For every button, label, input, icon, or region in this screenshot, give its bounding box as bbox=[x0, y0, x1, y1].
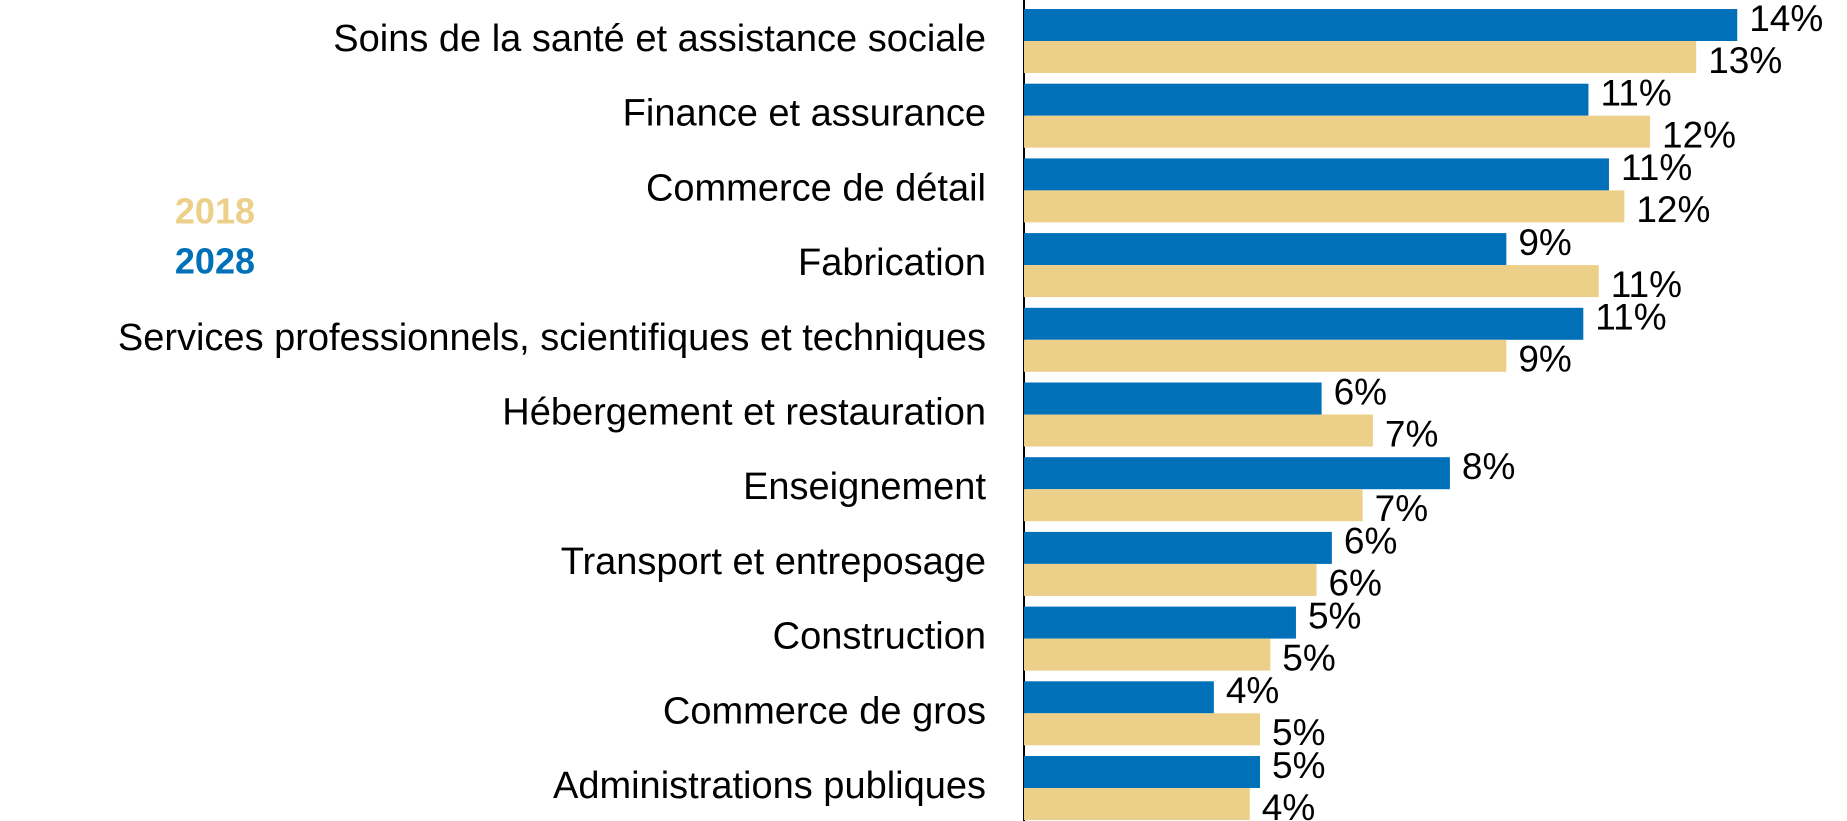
bar bbox=[1024, 489, 1363, 522]
bar bbox=[1024, 531, 1332, 564]
bar bbox=[1024, 339, 1507, 372]
value-label: 6% bbox=[1328, 563, 1381, 604]
bar bbox=[1024, 41, 1697, 73]
value-label: 5% bbox=[1272, 745, 1325, 786]
bar bbox=[1024, 83, 1589, 116]
legend-entry: 2018 bbox=[175, 191, 255, 232]
value-label: 5% bbox=[1282, 637, 1335, 678]
bar bbox=[1024, 265, 1599, 298]
category-label: Services professionnels, scientifiques e… bbox=[118, 317, 986, 359]
value-label: 5% bbox=[1272, 712, 1325, 753]
bar bbox=[1024, 382, 1322, 415]
bar bbox=[1024, 457, 1450, 490]
bar bbox=[1024, 9, 1738, 41]
value-label: 12% bbox=[1636, 189, 1710, 230]
category-label: Administrations publiques bbox=[553, 765, 986, 807]
bar bbox=[1024, 713, 1261, 746]
bar bbox=[1024, 190, 1625, 223]
category-label: Hébergement et restauration bbox=[502, 392, 986, 434]
value-label: 9% bbox=[1518, 222, 1571, 263]
legend-entry: 2028 bbox=[175, 241, 255, 282]
bar bbox=[1024, 158, 1609, 191]
value-label: 11% bbox=[1621, 147, 1692, 188]
value-label: 6% bbox=[1334, 371, 1387, 412]
value-label: 4% bbox=[1226, 670, 1279, 711]
value-label: 9% bbox=[1518, 339, 1571, 380]
category-label: Finance et assurance bbox=[623, 93, 986, 135]
bar bbox=[1024, 788, 1250, 820]
value-label: 5% bbox=[1308, 595, 1361, 636]
bar bbox=[1024, 606, 1296, 639]
category-label: Enseignement bbox=[743, 466, 986, 508]
category-label: Construction bbox=[773, 616, 986, 658]
category-label: Soins de la santé et assistance sociale bbox=[333, 18, 986, 60]
category-label: Fabrication bbox=[798, 242, 986, 284]
value-label: 11% bbox=[1600, 72, 1671, 113]
value-label: 13% bbox=[1708, 40, 1782, 81]
bar bbox=[1024, 756, 1261, 788]
value-label: 8% bbox=[1462, 446, 1515, 487]
value-label: 14% bbox=[1749, 0, 1823, 39]
value-label: 6% bbox=[1344, 521, 1397, 562]
bar bbox=[1024, 414, 1373, 447]
value-label: 11% bbox=[1595, 297, 1666, 338]
value-label: 7% bbox=[1385, 413, 1438, 454]
value-label: 11% bbox=[1611, 264, 1682, 305]
bar bbox=[1024, 563, 1317, 596]
bar bbox=[1024, 233, 1507, 266]
value-label: 4% bbox=[1262, 787, 1315, 821]
value-label: 12% bbox=[1662, 114, 1736, 155]
category-label: Transport et entreposage bbox=[561, 541, 986, 583]
category-label: Commerce de détail bbox=[646, 167, 986, 209]
category-label: Commerce de gros bbox=[663, 690, 986, 732]
bar bbox=[1024, 638, 1271, 671]
value-label: 7% bbox=[1375, 488, 1428, 529]
bar bbox=[1024, 681, 1214, 714]
bar bbox=[1024, 115, 1651, 148]
bar bbox=[1024, 307, 1584, 340]
